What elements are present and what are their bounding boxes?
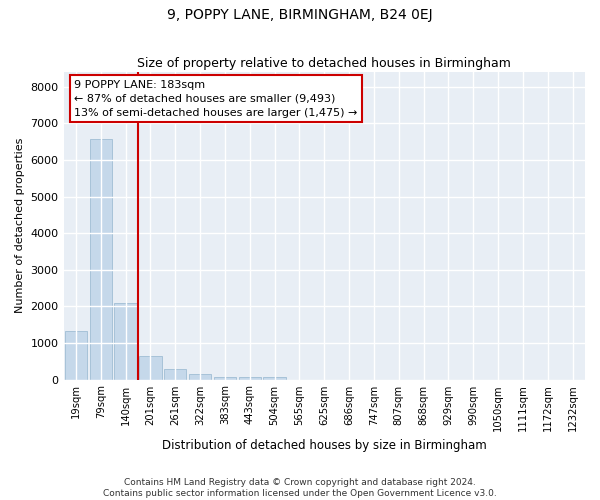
Bar xyxy=(115,302,137,380)
Y-axis label: Number of detached properties: Number of detached properties xyxy=(15,138,25,314)
X-axis label: Distribution of detached houses by size in Birmingham: Distribution of detached houses by size … xyxy=(162,440,487,452)
Bar xyxy=(189,374,211,380)
Bar xyxy=(214,376,236,380)
Bar xyxy=(65,331,87,380)
Text: 9 POPPY LANE: 183sqm
← 87% of detached houses are smaller (9,493)
13% of semi-de: 9 POPPY LANE: 183sqm ← 87% of detached h… xyxy=(74,80,358,118)
Text: 9, POPPY LANE, BIRMINGHAM, B24 0EJ: 9, POPPY LANE, BIRMINGHAM, B24 0EJ xyxy=(167,8,433,22)
Bar xyxy=(139,356,161,380)
Title: Size of property relative to detached houses in Birmingham: Size of property relative to detached ho… xyxy=(137,56,511,70)
Bar xyxy=(89,140,112,380)
Bar xyxy=(239,376,261,380)
Text: Contains HM Land Registry data © Crown copyright and database right 2024.
Contai: Contains HM Land Registry data © Crown c… xyxy=(103,478,497,498)
Bar xyxy=(164,368,187,380)
Bar xyxy=(263,376,286,380)
